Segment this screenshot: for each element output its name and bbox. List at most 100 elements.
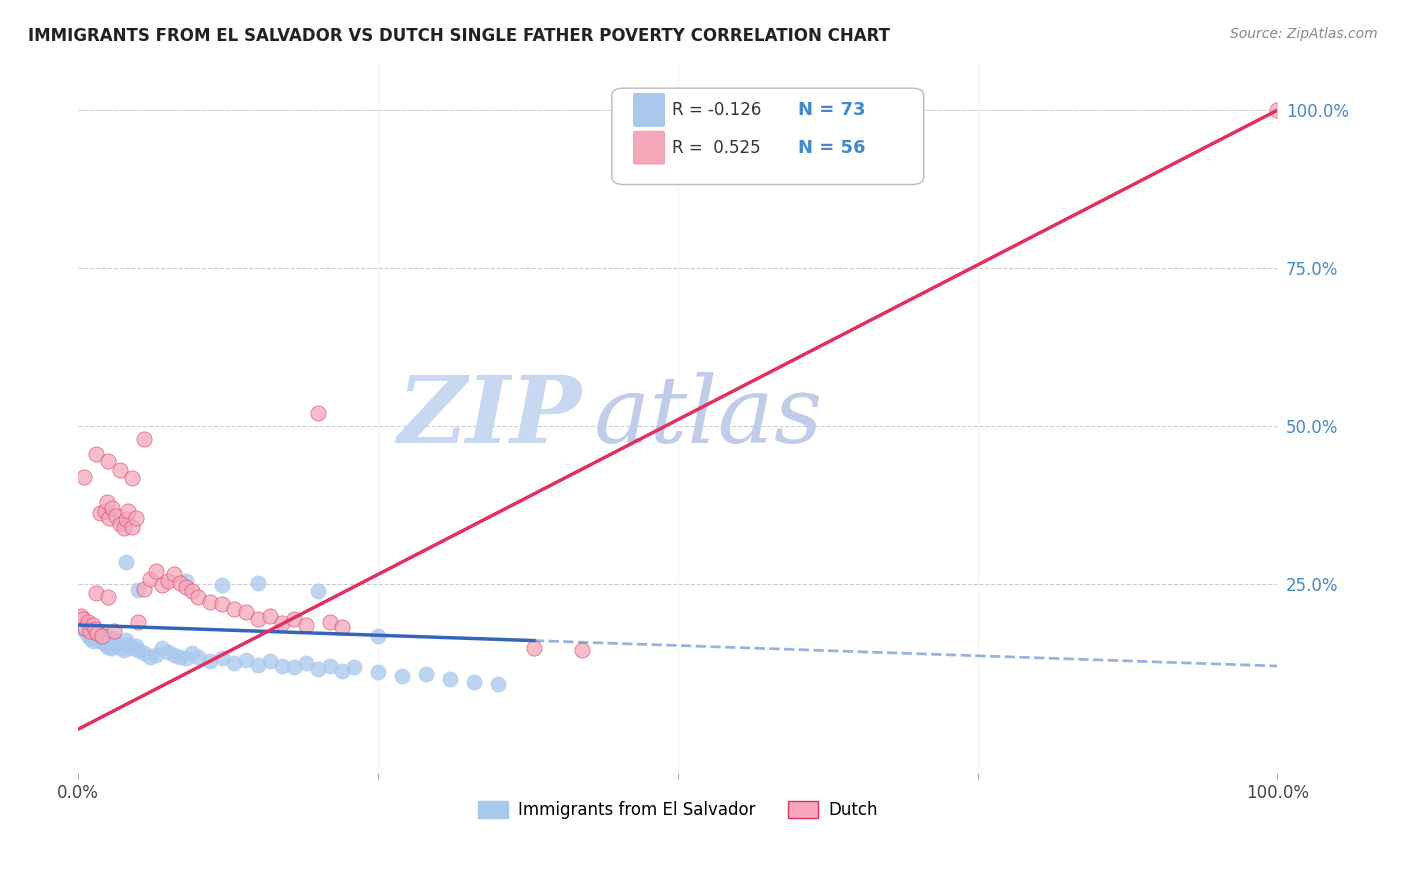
Point	[174, 580, 197, 594]
Point	[115, 632, 138, 647]
Point	[222, 656, 245, 670]
Point	[1267, 103, 1289, 117]
Point	[100, 639, 122, 653]
Point	[163, 648, 186, 662]
Point	[93, 637, 115, 651]
Point	[89, 633, 111, 648]
Text: ZIP: ZIP	[398, 371, 582, 461]
Point	[174, 651, 197, 665]
Point	[150, 641, 173, 656]
Point	[415, 666, 437, 681]
Point	[84, 586, 107, 600]
Point	[330, 664, 353, 678]
Point	[97, 454, 120, 468]
Point	[211, 651, 233, 665]
Point	[103, 631, 125, 645]
Point	[91, 632, 114, 646]
Point	[247, 575, 270, 590]
Point	[198, 654, 221, 668]
Point	[367, 629, 389, 643]
Point	[343, 660, 366, 674]
Point	[69, 618, 91, 632]
Text: Source: ZipAtlas.com: Source: ZipAtlas.com	[1230, 27, 1378, 41]
Point	[86, 626, 108, 640]
Point	[150, 578, 173, 592]
Point	[283, 660, 305, 674]
Point	[82, 618, 104, 632]
Point	[100, 501, 122, 516]
Point	[330, 620, 353, 634]
Point	[247, 657, 270, 672]
Point	[307, 406, 329, 420]
Point	[84, 632, 107, 647]
Point	[127, 583, 149, 598]
Point	[169, 649, 191, 664]
Point	[211, 578, 233, 592]
Point	[93, 504, 115, 518]
Point	[83, 626, 105, 640]
Point	[72, 612, 94, 626]
Point	[80, 624, 103, 639]
Point	[463, 674, 485, 689]
Point	[84, 629, 107, 643]
Point	[103, 624, 125, 639]
Point	[157, 645, 180, 659]
Point	[97, 590, 120, 604]
Point	[105, 508, 128, 523]
Point	[117, 637, 139, 651]
Point	[108, 637, 131, 651]
Point	[87, 631, 110, 645]
Point	[295, 618, 318, 632]
Point	[283, 612, 305, 626]
Point	[121, 471, 143, 485]
Point	[73, 621, 96, 635]
Point	[79, 624, 101, 639]
Point	[187, 590, 209, 604]
Point	[132, 582, 155, 596]
Point	[181, 584, 204, 599]
Point	[307, 662, 329, 676]
Point	[108, 463, 131, 477]
Point	[72, 623, 94, 637]
Point	[115, 555, 138, 569]
Point	[319, 659, 342, 673]
Point	[271, 659, 294, 673]
Point	[295, 656, 318, 670]
Point	[84, 447, 107, 461]
Point	[97, 640, 120, 654]
Point	[110, 641, 132, 656]
Point	[139, 572, 162, 586]
FancyBboxPatch shape	[612, 88, 924, 185]
Point	[139, 649, 162, 664]
Point	[98, 510, 121, 524]
Point	[125, 510, 148, 524]
Point	[75, 621, 97, 635]
Point	[259, 654, 281, 668]
Point	[145, 648, 167, 662]
Point	[73, 469, 96, 483]
Point	[79, 631, 101, 645]
Point	[235, 653, 257, 667]
Text: atlas: atlas	[593, 371, 824, 461]
Point	[108, 516, 131, 531]
Point	[169, 575, 191, 590]
FancyBboxPatch shape	[634, 94, 665, 127]
Point	[157, 574, 180, 588]
Point	[145, 564, 167, 578]
Point	[91, 635, 114, 649]
Point	[89, 506, 111, 520]
Point	[163, 567, 186, 582]
Point	[82, 633, 104, 648]
Point	[439, 672, 461, 686]
Point	[174, 574, 197, 588]
Text: N = 73: N = 73	[797, 101, 865, 119]
Point	[523, 641, 546, 656]
Point	[96, 629, 118, 643]
Point	[132, 647, 155, 661]
Point	[117, 504, 139, 518]
Point	[367, 665, 389, 680]
Text: N = 56: N = 56	[797, 138, 865, 157]
Point	[77, 629, 100, 643]
Point	[247, 612, 270, 626]
FancyBboxPatch shape	[634, 131, 665, 164]
